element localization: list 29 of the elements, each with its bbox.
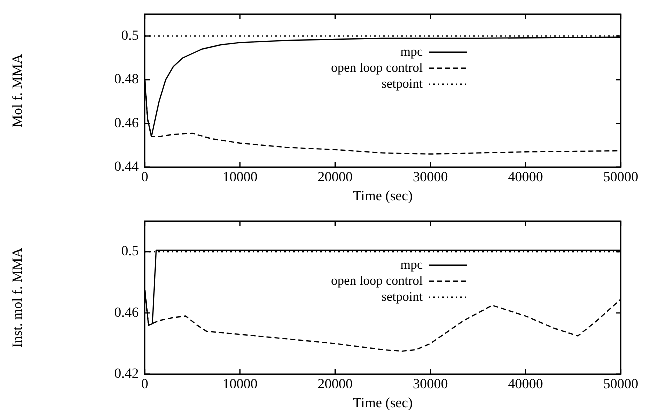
- y-tick-label: 0.5: [122, 244, 139, 260]
- x-tick-label: 20000: [318, 170, 353, 186]
- x-tick-label: 20000: [318, 377, 353, 392]
- legend-label: mpc: [400, 44, 424, 59]
- y-tick-label: 0.5: [122, 28, 139, 44]
- legend-label: setpoint: [382, 76, 424, 91]
- y-axis-title: Mol f. MMA: [11, 53, 26, 128]
- x-tick-label: 30000: [413, 377, 448, 392]
- y-tick-label: 0.48: [114, 72, 139, 88]
- y-axis-title: Inst. mol f. MMA: [11, 247, 26, 348]
- y-tick-label: 0.44: [114, 160, 139, 176]
- y-tick-label: 0.42: [114, 367, 139, 382]
- x-tick-label: 50000: [604, 377, 638, 392]
- x-axis-title: Time (sec): [353, 396, 414, 412]
- legend-label: mpc: [400, 256, 424, 272]
- x-tick-label: 0: [142, 170, 148, 186]
- x-tick-label: 40000: [508, 170, 544, 186]
- x-axis-title: Time (sec): [353, 189, 414, 204]
- x-tick-label: 40000: [508, 377, 544, 392]
- x-tick-label: 50000: [604, 170, 638, 186]
- x-tick-label: 10000: [222, 377, 258, 392]
- x-tick-label: 0: [142, 377, 148, 392]
- legend-label: open loop control: [331, 272, 424, 288]
- x-tick-label: 10000: [222, 170, 258, 186]
- x-tick-label: 30000: [413, 170, 448, 186]
- legend-label: open loop control: [331, 60, 424, 75]
- y-tick-label: 0.46: [114, 306, 139, 321]
- legend-label: setpoint: [382, 288, 424, 304]
- y-tick-label: 0.46: [114, 116, 139, 132]
